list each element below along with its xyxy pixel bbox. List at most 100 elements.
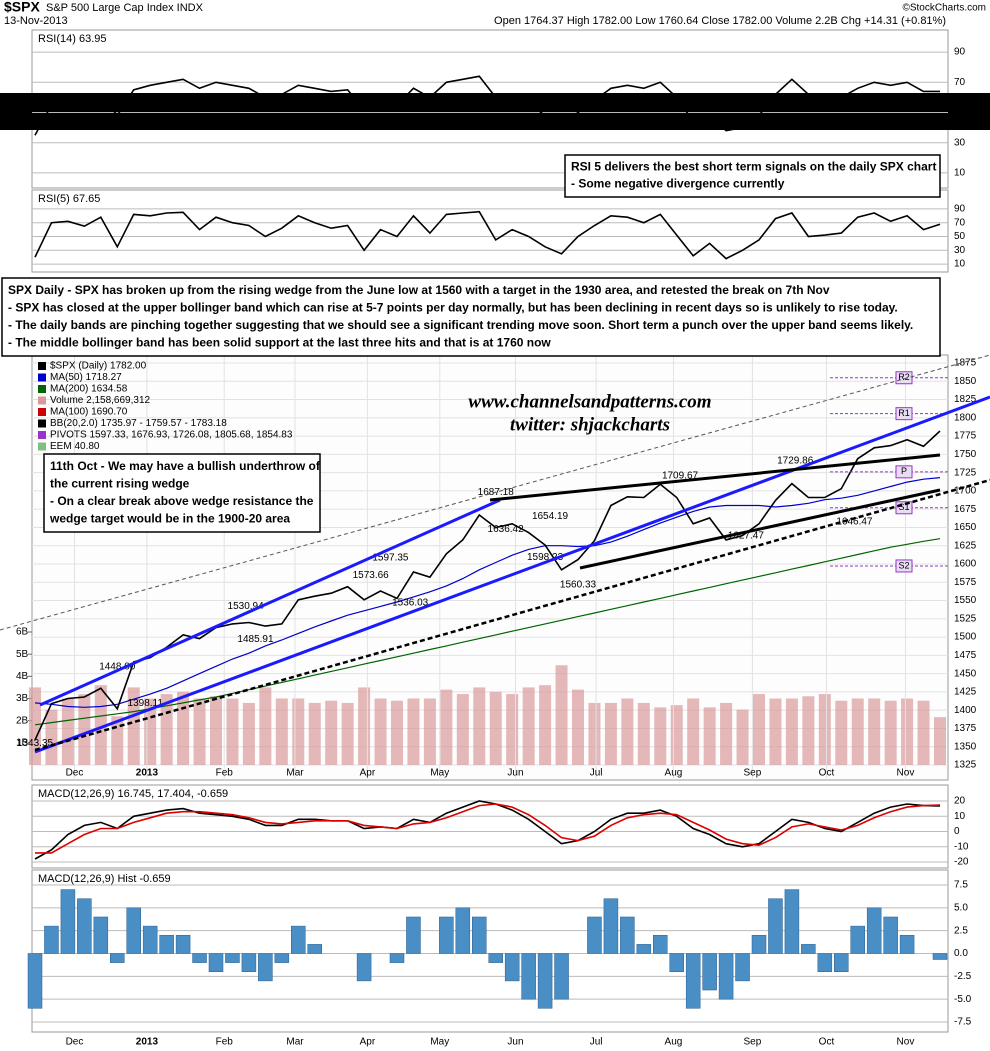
volume-bar bbox=[835, 700, 848, 765]
note-line: SPX Daily - SPX has broken up from the r… bbox=[8, 283, 830, 297]
y-tick-label: 1650 bbox=[954, 522, 977, 533]
y-tick-label: -5.0 bbox=[954, 994, 972, 1005]
hist-bar bbox=[472, 916, 487, 954]
hist-bar bbox=[192, 953, 207, 963]
volume-bar bbox=[522, 687, 535, 765]
y-tick-label: 1325 bbox=[954, 760, 977, 771]
pivot-label: S1 bbox=[898, 502, 909, 512]
hist-bar bbox=[159, 934, 174, 954]
price-label: 1398.11 bbox=[128, 698, 164, 709]
series-line bbox=[34, 538, 941, 726]
hist-bar bbox=[225, 953, 240, 963]
trendline bbox=[0, 354, 990, 631]
y2-tick-label: 6B bbox=[16, 627, 29, 638]
price-label: 1536.03 bbox=[392, 597, 429, 608]
price-label: 1709.67 bbox=[662, 470, 699, 481]
hist-bar bbox=[44, 925, 59, 954]
watermark: www.channelsandpatterns.com bbox=[468, 391, 711, 412]
x-tick-label: Dec bbox=[66, 1037, 84, 1048]
legend-entry: MA(100) 1690.70 bbox=[50, 407, 128, 418]
hist-bar bbox=[126, 907, 141, 954]
note-line: - Some negative divergence currently bbox=[571, 177, 785, 191]
x-tick-label: Jun bbox=[507, 768, 523, 779]
price-label: 1530.94 bbox=[228, 601, 265, 612]
volume-bar bbox=[226, 698, 239, 765]
x-tick-label: Apr bbox=[360, 1037, 376, 1048]
hist-bar bbox=[669, 953, 684, 973]
y2-tick-label: 5B bbox=[16, 649, 29, 660]
hist-bar bbox=[274, 953, 290, 963]
y-tick-label: 1850 bbox=[954, 376, 977, 387]
legend-entry: MA(200) 1634.58 bbox=[50, 384, 128, 395]
trendline bbox=[579, 488, 941, 570]
x-tick-label: Feb bbox=[216, 768, 234, 779]
y-tick-label: 1775 bbox=[954, 431, 977, 442]
price-label: 1573.66 bbox=[353, 570, 390, 581]
y2-tick-label: 4B bbox=[16, 671, 29, 682]
volume-bar bbox=[934, 717, 946, 765]
x-tick-label: May bbox=[430, 1037, 449, 1048]
watermark: twitter: shjackcharts bbox=[510, 414, 670, 435]
index-name: S&P 500 Large Cap Index INDX bbox=[46, 2, 204, 14]
volume-bar bbox=[539, 685, 552, 765]
y-tick-label: 90 bbox=[954, 204, 966, 215]
hist-bar bbox=[258, 953, 273, 982]
series-line bbox=[34, 75, 940, 136]
hist-bar bbox=[685, 953, 701, 1009]
hist-bar bbox=[521, 953, 536, 1000]
y-tick-label: 50 bbox=[954, 107, 966, 118]
volume-bar bbox=[753, 694, 765, 765]
note-line: 11th Oct - We may have a bullish underth… bbox=[50, 459, 321, 473]
x-tick-label: Jul bbox=[590, 768, 603, 779]
note-line: - The daily bands are pinching together … bbox=[8, 318, 913, 332]
panel-title: RSI(14) 63.95 bbox=[38, 33, 106, 45]
legend-entry: $SPX (Daily) 1782.00 bbox=[50, 361, 147, 372]
quote: Open 1764.37 High 1782.00 Low 1760.64 Cl… bbox=[494, 15, 946, 27]
x-tick-label: Mar bbox=[286, 1037, 304, 1048]
hist-bar bbox=[307, 944, 322, 954]
volume-bar bbox=[884, 700, 897, 765]
x-tick-label: Jul bbox=[590, 1037, 603, 1048]
y-tick-label: 1800 bbox=[954, 412, 977, 423]
x-tick-label: Oct bbox=[819, 768, 835, 779]
volume-bar bbox=[242, 702, 255, 765]
hist-bar bbox=[241, 953, 257, 973]
hist-bar bbox=[636, 944, 652, 954]
volume-bar bbox=[259, 687, 272, 765]
hist-bar bbox=[93, 916, 109, 954]
price-label: 1729.86 bbox=[777, 456, 814, 467]
legend-entry: MA(50) 1718.27 bbox=[50, 372, 122, 383]
volume-bar bbox=[407, 698, 420, 765]
x-tick-label: Dec bbox=[66, 768, 84, 779]
y-tick-label: 1375 bbox=[954, 723, 977, 734]
volume-bar bbox=[818, 694, 831, 765]
rsi-band bbox=[0, 93, 990, 130]
volume-bar bbox=[785, 698, 798, 765]
volume-bar bbox=[193, 698, 206, 765]
volume-bar bbox=[802, 696, 815, 765]
legend-swatch bbox=[38, 408, 46, 416]
y-tick-label: 1450 bbox=[954, 668, 977, 679]
y-tick-label: 1425 bbox=[954, 687, 977, 698]
hist-bar bbox=[768, 898, 783, 954]
volume-bar bbox=[769, 698, 782, 765]
price-label: 1627.47 bbox=[728, 531, 765, 542]
x-tick-label: Mar bbox=[286, 768, 304, 779]
hist-bar bbox=[817, 953, 833, 973]
price-label: 1560.33 bbox=[560, 580, 597, 591]
hist-bar bbox=[899, 934, 915, 954]
y-tick-label: 2.5 bbox=[954, 925, 968, 936]
series-line bbox=[34, 430, 941, 741]
note-line: RSI 5 delivers the best short term signa… bbox=[571, 160, 936, 174]
y-tick-label: 5.0 bbox=[954, 902, 968, 913]
hist-bar bbox=[208, 953, 224, 973]
hist-bar bbox=[834, 953, 849, 973]
volume-bar bbox=[78, 694, 91, 765]
volume-bar bbox=[654, 707, 667, 765]
series-line bbox=[35, 803, 941, 854]
volume-bar bbox=[308, 702, 321, 765]
price-label: 1654.19 bbox=[532, 511, 569, 522]
credit: ©StockCharts.com bbox=[902, 3, 986, 14]
note-box bbox=[564, 154, 941, 198]
